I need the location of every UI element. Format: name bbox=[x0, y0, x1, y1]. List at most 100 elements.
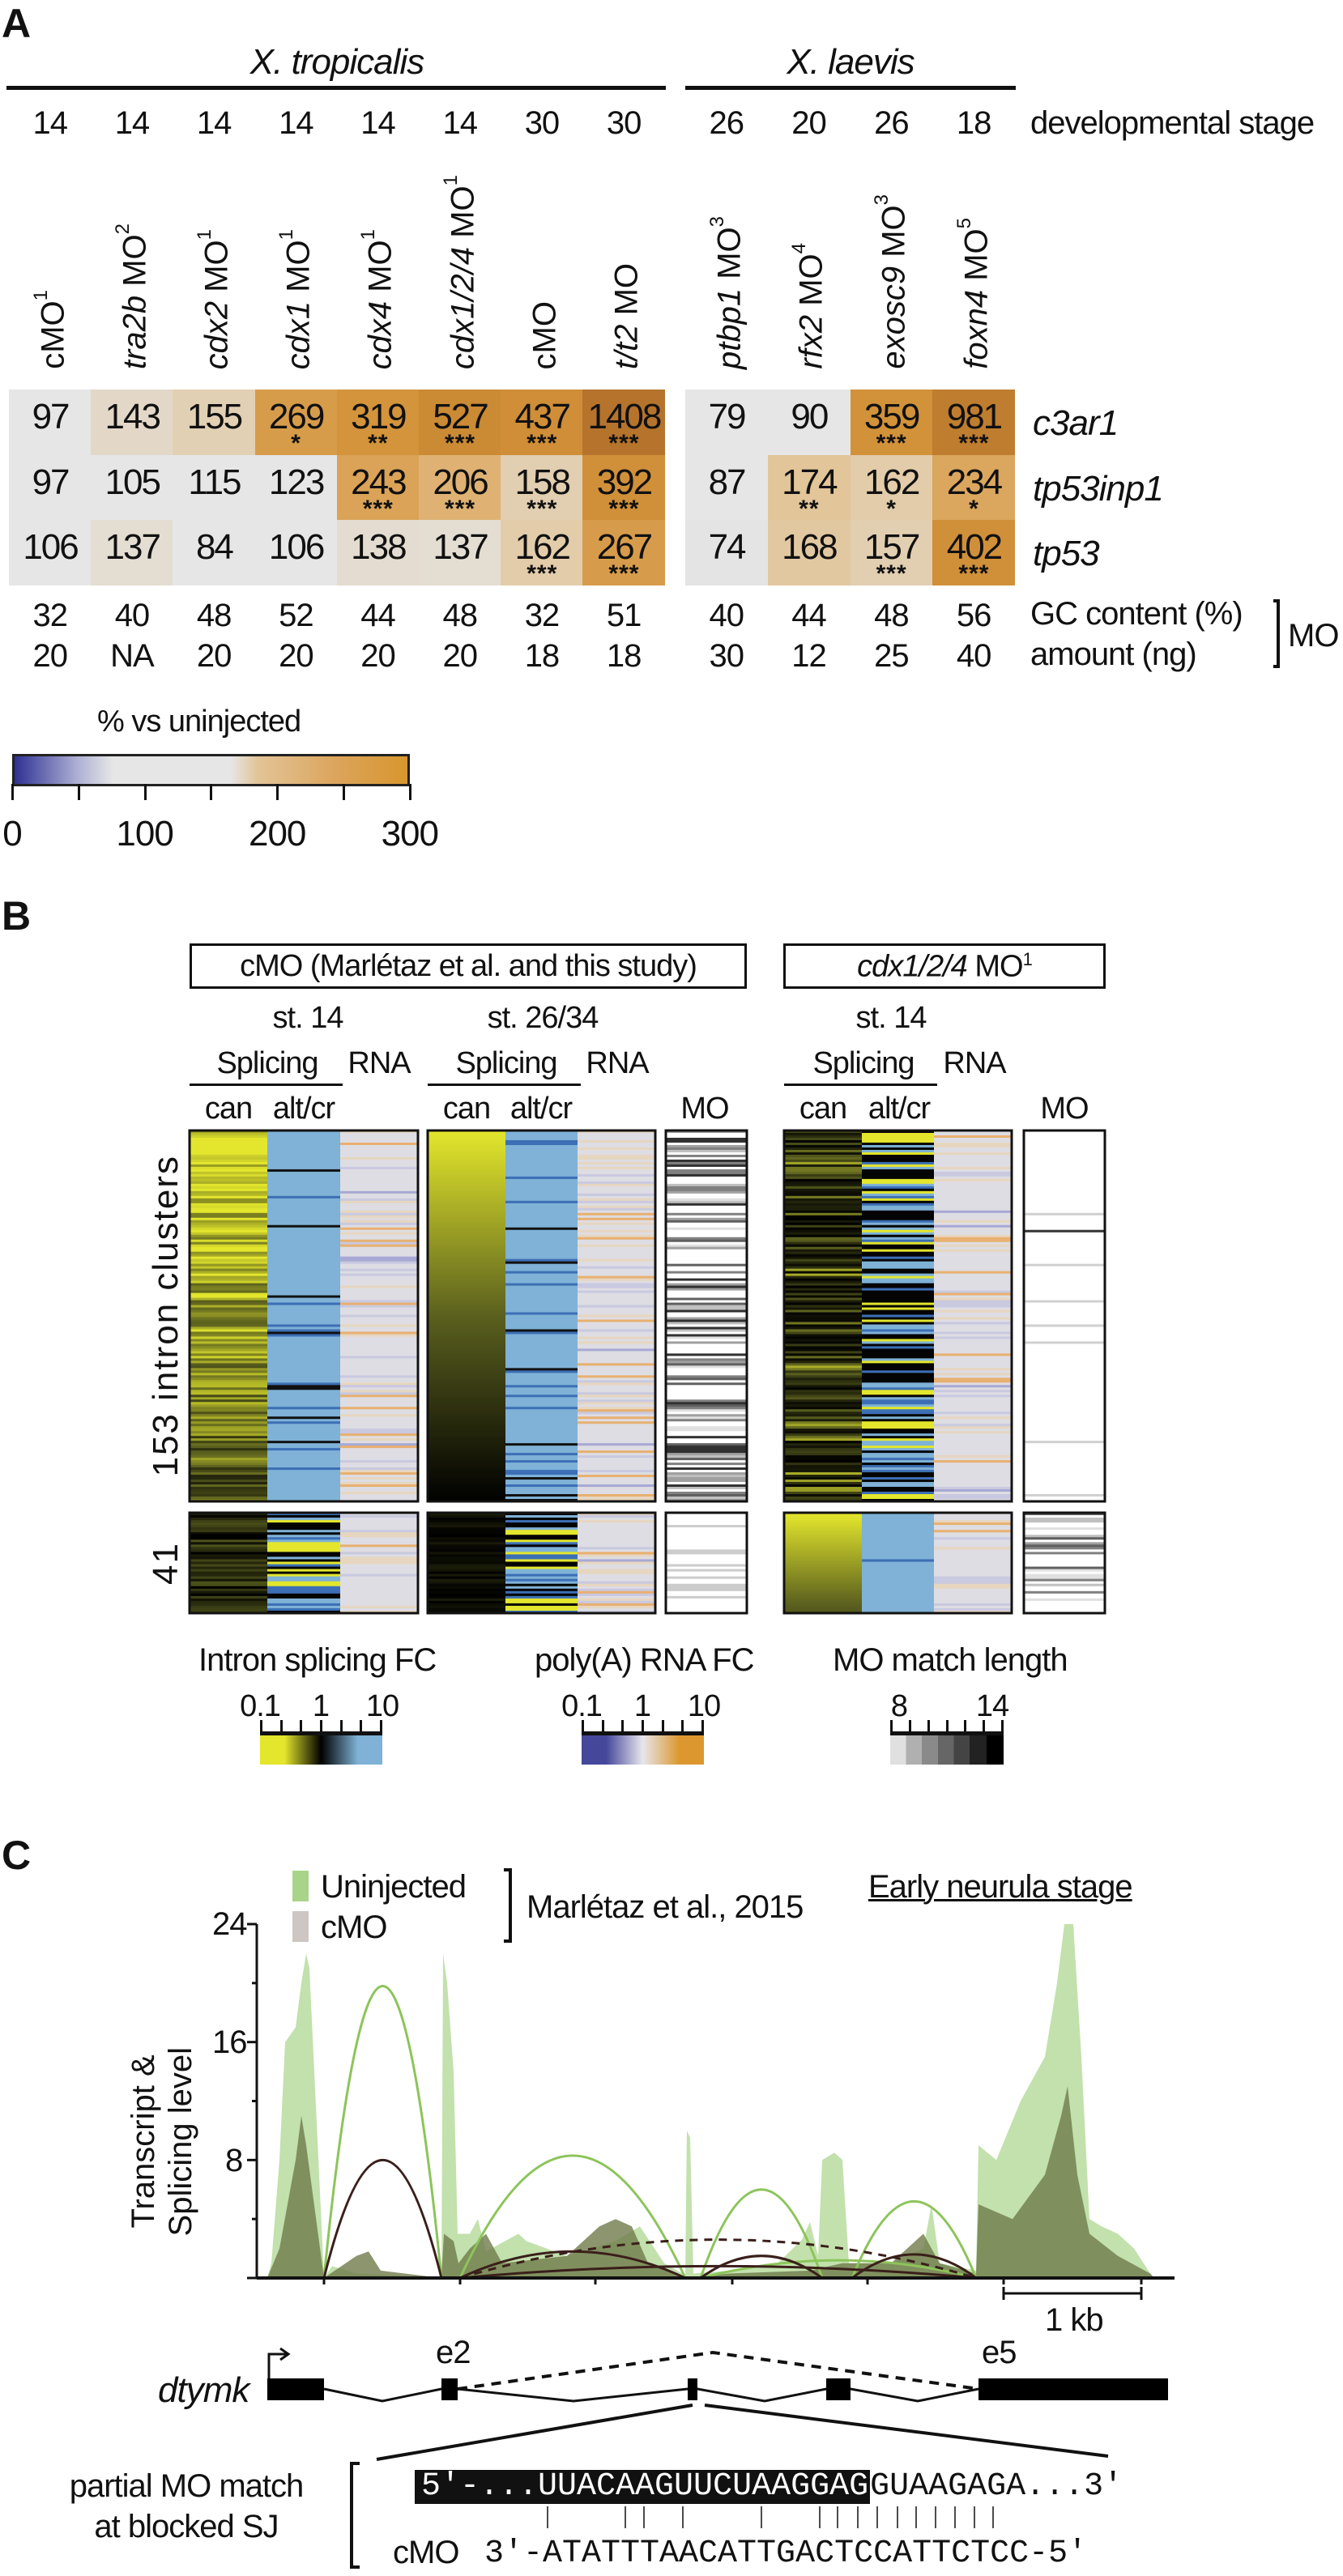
heatmap-cell bbox=[784, 1324, 862, 1328]
heatmap-cell bbox=[190, 1288, 267, 1292]
heatmap-cell bbox=[340, 1450, 418, 1454]
heatmap-cell bbox=[190, 1164, 267, 1168]
heatmap-cell bbox=[267, 1561, 340, 1565]
heatmap-cell bbox=[505, 1314, 578, 1318]
heatmap-cell bbox=[428, 1564, 505, 1568]
heatmap-cell bbox=[190, 1356, 267, 1359]
heatmap-cell bbox=[934, 1346, 1012, 1350]
heatmap-cell bbox=[666, 1144, 747, 1148]
heatmap-cell bbox=[505, 1576, 578, 1580]
exon bbox=[688, 2378, 697, 2400]
heatmap-cell bbox=[1024, 1271, 1105, 1275]
heatmap-cell bbox=[267, 1280, 340, 1284]
heatmap-cell bbox=[267, 1518, 340, 1521]
heatmap-cell bbox=[428, 1539, 505, 1543]
heatmap-cell bbox=[666, 1280, 747, 1284]
heatmap-cell bbox=[267, 1193, 340, 1197]
heatmap-cell bbox=[578, 1239, 655, 1243]
heatmap-cell bbox=[190, 1573, 267, 1578]
heatmap-cell bbox=[1024, 1195, 1105, 1199]
heatmap-cell bbox=[934, 1302, 1012, 1306]
heatmap-cell bbox=[666, 1377, 747, 1381]
heatmap-cell bbox=[340, 1465, 418, 1468]
heatmap-cell bbox=[340, 1547, 418, 1550]
heatmap-cell bbox=[666, 1205, 747, 1209]
heatmap-cell bbox=[578, 1292, 655, 1297]
heatmap-cell bbox=[190, 1363, 267, 1366]
cell-value: 243 bbox=[351, 462, 407, 502]
heatmap-cell bbox=[428, 1465, 505, 1468]
heatmap-cell bbox=[505, 1324, 578, 1328]
heatmap-cell bbox=[340, 1360, 418, 1364]
heatmap-cell bbox=[578, 1600, 655, 1604]
heatmap-cell bbox=[505, 1385, 578, 1388]
heatmap-cell bbox=[340, 1297, 418, 1301]
heatmap-cell bbox=[428, 1161, 505, 1165]
heatmap-cell bbox=[862, 1407, 934, 1410]
heatmap-cell bbox=[784, 1515, 862, 1518]
heatmap-cell bbox=[784, 1463, 862, 1466]
heatmap-cell bbox=[578, 1380, 655, 1383]
heatmap-cell bbox=[862, 1564, 934, 1568]
heatmap-cell bbox=[190, 1600, 267, 1604]
heatmap-cell bbox=[666, 1482, 747, 1485]
stage-title: Early neurula stage bbox=[868, 1869, 1133, 1905]
heatmap-cell bbox=[1024, 1520, 1105, 1523]
heatmap-cell bbox=[784, 1607, 862, 1612]
heatmap-cell bbox=[190, 1607, 267, 1612]
heatmap-cell bbox=[505, 1322, 578, 1326]
heatmap-cell bbox=[428, 1232, 505, 1236]
heatmap-cell bbox=[1024, 1164, 1105, 1168]
heatmap-cell bbox=[1024, 1266, 1105, 1270]
heatmap-cell bbox=[505, 1448, 578, 1451]
legend-tick bbox=[380, 1720, 382, 1733]
heatmap-cell bbox=[934, 1411, 1012, 1415]
heatmap-cell bbox=[505, 1446, 578, 1449]
mo-bracket-label: MO bbox=[1288, 618, 1339, 654]
heatmap-cell bbox=[340, 1399, 418, 1403]
heatmap-cell bbox=[340, 1307, 418, 1311]
heatmap-cell bbox=[190, 1322, 267, 1326]
heatmap-cell bbox=[784, 1309, 862, 1314]
heatmap-cell bbox=[428, 1173, 505, 1177]
heatmap-cell bbox=[267, 1348, 340, 1352]
heatmap-cell bbox=[784, 1392, 862, 1395]
intron-lines bbox=[323, 2387, 979, 2403]
heatmap-cell bbox=[267, 1273, 340, 1277]
heatmap-cell bbox=[505, 1212, 578, 1216]
heatmap-cell bbox=[1024, 1441, 1105, 1444]
heatmap-border bbox=[664, 1511, 748, 1615]
heatmap-cell bbox=[340, 1482, 418, 1485]
heatmap-cell bbox=[1024, 1302, 1105, 1306]
heatmap-cell bbox=[862, 1258, 934, 1262]
heatmap-cell bbox=[934, 1130, 1012, 1134]
heatmap-cell bbox=[784, 1397, 862, 1400]
heatmap-cell bbox=[784, 1438, 862, 1441]
heatmap-cell bbox=[428, 1554, 505, 1558]
heatmap-cell bbox=[190, 1343, 267, 1348]
heatmap-cell bbox=[428, 1489, 505, 1492]
heatmap-cell bbox=[267, 1380, 340, 1383]
heatmap-cell bbox=[267, 1385, 340, 1388]
heatmap-cell bbox=[578, 1532, 655, 1535]
heatmap-cell bbox=[505, 1169, 578, 1173]
legend-swatch-uninjected bbox=[292, 1871, 309, 1901]
cell-value: 123 bbox=[268, 462, 325, 502]
stage-label: st. 26/34 bbox=[487, 1001, 599, 1035]
header-splicing: Splicing bbox=[812, 1046, 915, 1080]
heatmap-cell bbox=[428, 1515, 505, 1518]
heatmap-cell bbox=[666, 1234, 747, 1238]
stage-value: 20 bbox=[791, 105, 826, 141]
heatmap-cell bbox=[578, 1343, 655, 1348]
heatmap-cell bbox=[1024, 1370, 1105, 1373]
header-splicing: Splicing bbox=[216, 1046, 318, 1080]
heatmap-cell bbox=[934, 1482, 1012, 1485]
heatmap-cell bbox=[340, 1385, 418, 1388]
heatmap-cell bbox=[934, 1297, 1012, 1301]
amount-value: 20 bbox=[32, 638, 68, 674]
heatmap-cell bbox=[934, 1547, 1012, 1550]
heatmap-cell bbox=[862, 1135, 934, 1139]
heatmap-cell bbox=[666, 1535, 747, 1538]
heatmap-cell bbox=[267, 1249, 340, 1253]
heatmap-cell bbox=[666, 1254, 747, 1258]
